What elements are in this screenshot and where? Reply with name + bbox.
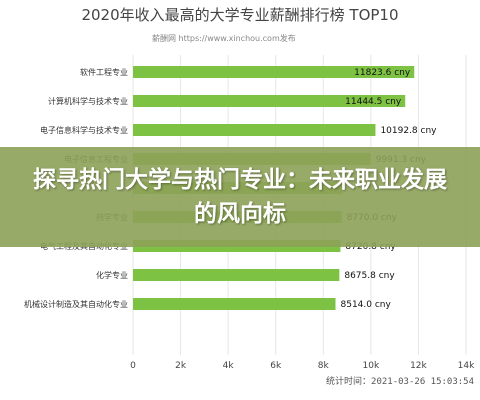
x-tick-label: 10k — [363, 361, 380, 371]
x-tick-label: 4k — [223, 361, 235, 371]
x-tick-label: 8k — [318, 361, 330, 371]
bar — [133, 95, 406, 107]
x-tick-label: 2k — [175, 361, 187, 371]
category-label: 计算机科学与技术专业 — [48, 96, 128, 106]
value-label: 11444.5 cny — [345, 97, 402, 107]
x-tick-label: 6k — [270, 361, 282, 371]
x-axis-ticks: 0 2k 4k 6k 8k 10k 12k 14k — [130, 361, 475, 371]
bar — [133, 66, 415, 78]
value-label: 8514.0 cny — [341, 300, 392, 310]
value-label: 8720.8 cny — [345, 242, 396, 252]
chart-title: 2020年收入最高的大学专业薪酬排行榜 TOP10 — [81, 6, 398, 24]
category-label: 机械设计制造及其自动化专业 — [24, 299, 128, 309]
bar — [133, 124, 376, 136]
category-label: 软件工程专业 — [80, 67, 128, 77]
x-tick-label: 0 — [130, 361, 136, 371]
banner-headline: 探寻热门大学与热门专业：未来职业发展的风向标 — [33, 167, 447, 227]
value-label: 10192.8 cny — [380, 126, 437, 136]
chart-subtitle: 薪酬网 https://www.xinchou.com发布 — [152, 33, 296, 43]
value-label: 8675.8 cny — [344, 271, 395, 281]
chart-footer: 统计时间：2021-03-26 15:03:54 — [326, 375, 474, 387]
bar — [133, 298, 336, 310]
category-label: 电子信息科学与技术专业 — [40, 125, 128, 135]
x-tick-label: 14k — [458, 361, 475, 371]
bar — [133, 269, 340, 281]
category-label: 化学专业 — [96, 270, 128, 280]
value-label: 11823.6 cny — [354, 68, 411, 78]
x-tick-label: 12k — [410, 361, 427, 371]
headline-banner: 探寻热门大学与热门专业：未来职业发展的风向标 — [0, 147, 480, 247]
